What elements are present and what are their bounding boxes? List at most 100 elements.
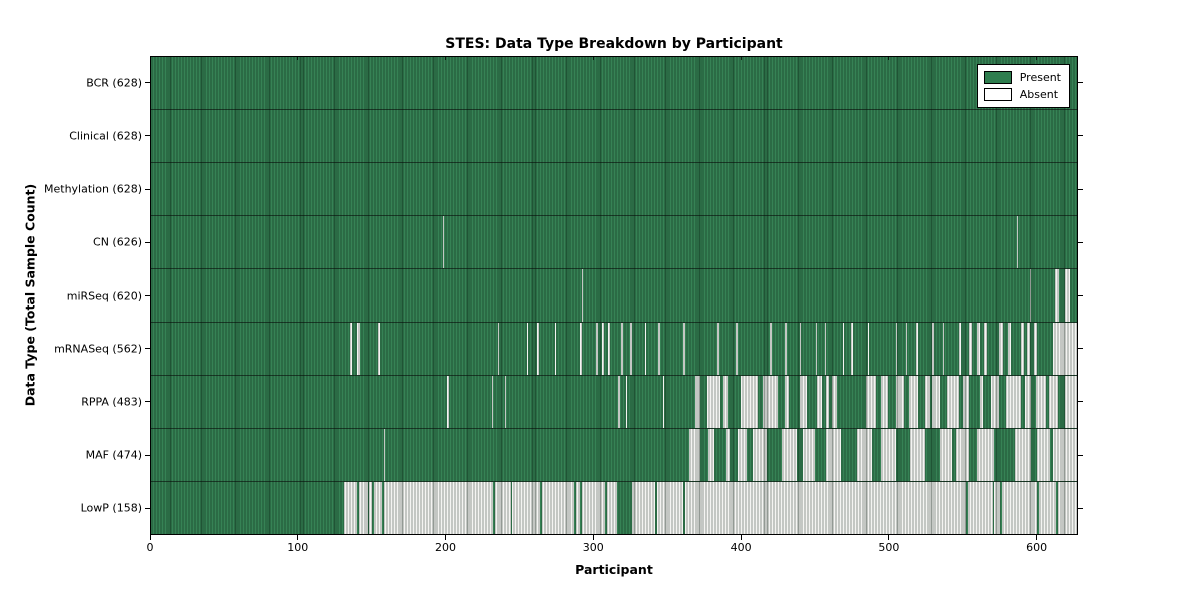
absent-segment xyxy=(662,375,665,428)
row-maf xyxy=(151,427,1077,481)
x-tick-label: 200 xyxy=(435,541,457,554)
absent-segment xyxy=(976,322,980,375)
absent-segment xyxy=(782,428,797,481)
absent-segment xyxy=(631,481,656,534)
absent-segment xyxy=(373,481,383,534)
y-tick-mark-left xyxy=(145,507,150,509)
absent-segment xyxy=(740,375,759,428)
absent-segment xyxy=(621,322,623,375)
absent-segment xyxy=(689,428,700,481)
absent-segment xyxy=(695,375,700,428)
absent-segment xyxy=(925,375,930,428)
absent-segment xyxy=(527,322,529,375)
row-methylation xyxy=(151,162,1077,216)
y-tick-label: mRNASeq (562) xyxy=(54,342,142,356)
absent-segment xyxy=(555,322,557,375)
absent-segment xyxy=(942,322,945,375)
x-tick-mark xyxy=(297,535,299,540)
absent-segment xyxy=(1053,428,1077,481)
absent-segment xyxy=(826,428,842,481)
legend-swatch-absent xyxy=(983,88,1012,101)
x-tick-mark-top xyxy=(149,56,151,60)
y-tick-mark-right xyxy=(1078,241,1083,243)
row-rppa xyxy=(151,374,1077,428)
absent-segment xyxy=(880,428,896,481)
y-tick-mark-left xyxy=(145,82,150,84)
y-tick-mark-right xyxy=(1078,454,1083,456)
absent-segment xyxy=(932,375,940,428)
y-tick-mark-left xyxy=(145,348,150,350)
row-cn xyxy=(151,215,1077,269)
absent-segment xyxy=(491,375,494,428)
absent-segment xyxy=(717,322,719,375)
absent-segment xyxy=(880,375,889,428)
absent-segment xyxy=(656,481,684,534)
x-tick-mark-top xyxy=(445,56,447,60)
absent-segment xyxy=(998,322,1004,375)
absent-segment xyxy=(842,322,845,375)
absent-segment xyxy=(658,322,660,375)
absent-segment xyxy=(625,375,628,428)
row-mirseq xyxy=(151,268,1077,322)
y-tick-mark-right xyxy=(1078,188,1083,190)
absent-segment xyxy=(857,428,873,481)
absent-segment xyxy=(618,375,620,428)
plot-area: Present Absent xyxy=(150,56,1078,535)
x-tick-label: 300 xyxy=(582,541,604,554)
y-tick-mark-right xyxy=(1078,401,1083,403)
y-tick-label: RPPA (483) xyxy=(81,395,142,409)
absent-segment xyxy=(1026,322,1030,375)
absent-segment xyxy=(895,375,905,428)
absent-segment xyxy=(723,375,728,428)
x-tick-mark xyxy=(149,535,151,540)
x-tick-mark-top xyxy=(740,56,742,60)
absent-segment xyxy=(976,428,995,481)
y-tick-label: LowP (158) xyxy=(80,501,142,515)
y-tick-mark-left xyxy=(145,401,150,403)
absent-segment xyxy=(947,375,960,428)
absent-segment xyxy=(802,428,815,481)
absent-segment xyxy=(383,481,494,534)
absent-segment xyxy=(770,322,772,375)
absent-segment xyxy=(644,322,647,375)
absent-segment xyxy=(581,269,584,322)
absent-segment xyxy=(1038,481,1057,534)
absent-segment xyxy=(908,375,918,428)
x-tick-label: 100 xyxy=(287,541,309,554)
y-tick-mark-left xyxy=(145,295,150,296)
y-tick-mark-right xyxy=(1078,348,1083,350)
absent-segment xyxy=(956,428,970,481)
absent-segment xyxy=(1029,269,1032,322)
absent-segment xyxy=(905,322,908,375)
x-tick-mark-top xyxy=(592,56,594,60)
absent-segment xyxy=(541,481,575,534)
absent-segment xyxy=(994,481,1001,534)
y-tick-mark-left xyxy=(145,241,150,243)
absent-segment xyxy=(1065,269,1070,322)
y-tick-mark-right xyxy=(1078,82,1083,84)
y-tick-label: MAF (474) xyxy=(85,448,142,462)
legend-item: Absent xyxy=(983,86,1061,103)
x-axis-label: Participant xyxy=(575,562,653,577)
absent-segment xyxy=(1020,322,1024,375)
absent-segment xyxy=(752,428,768,481)
absent-segment xyxy=(785,375,790,428)
x-tick-mark xyxy=(740,535,742,540)
absent-segment xyxy=(963,375,970,428)
absent-segment xyxy=(799,322,802,375)
absent-segment xyxy=(580,322,582,375)
row-lowp xyxy=(151,480,1077,534)
absent-segment xyxy=(851,322,853,375)
legend-item: Present xyxy=(983,69,1061,86)
absent-segment xyxy=(984,322,988,375)
absent-segment xyxy=(497,322,499,375)
absent-segment xyxy=(1025,375,1032,428)
absent-segment xyxy=(1053,322,1077,375)
absent-segment xyxy=(991,375,999,428)
absent-segment xyxy=(1048,375,1058,428)
absent-segment xyxy=(442,216,445,269)
chart-title: STES: Data Type Breakdown by Participant xyxy=(445,36,783,52)
y-tick-mark-right xyxy=(1078,135,1083,137)
row-mrnaseq xyxy=(151,321,1077,375)
y-tick-mark-right xyxy=(1078,295,1083,296)
